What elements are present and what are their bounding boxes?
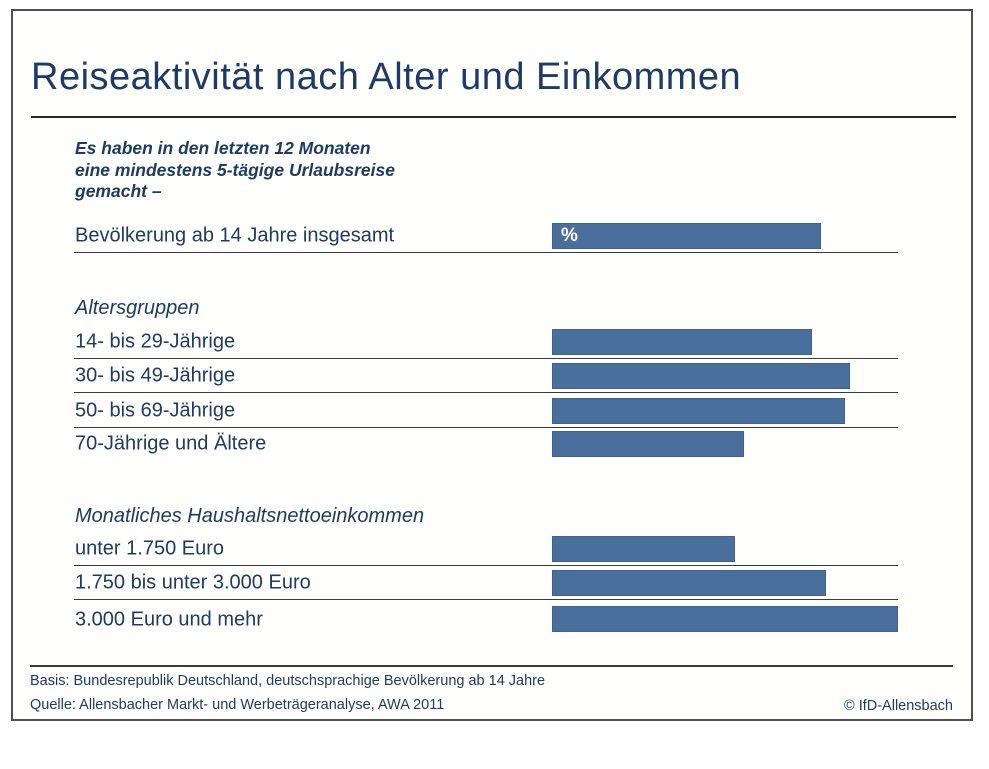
chart-row: 1.750 bis unter 3.000 Euro57 [74,567,898,600]
bar [552,535,735,562]
copyright-note: © IfD-Allensbach [843,698,953,714]
row-label: 70-Jährige und Ältere [75,432,267,455]
chart-row: 3.000 Euro und mehr72 [74,603,898,636]
chart-subtitle: Es haben in den letzten 12 Monaten eine … [75,138,395,201]
bar [552,570,826,596]
chart-title: Reiseaktivität nach Alter und Einkommen [31,56,742,98]
source-note: Quelle: Allensbacher Markt- und Werbeträ… [30,697,445,713]
row-label: 30- bis 49-Jährige [75,364,236,387]
chart-row: 14- bis 29-Jährige54 [74,326,898,359]
bar [552,363,850,389]
row-label: unter 1.750 Euro [75,537,224,559]
row-label: 50- bis 69-Jährige [75,399,236,421]
chart-row: 50- bis 69-Jährige61 [74,395,898,428]
row-label: 14- bis 29-Jährige [75,330,236,352]
bar [552,328,812,355]
title-divider [31,116,956,118]
footer-divider [30,665,953,667]
bar: % [552,222,821,249]
row-label: 3.000 Euro und mehr [75,608,263,630]
basis-note: Basis: Bundesrepublik Deutschland, deuts… [30,673,546,689]
bar [552,397,845,424]
slide-frame: Reiseaktivität nach Alter und Einkommen … [11,9,973,721]
chart-row: 70-Jährige und Ältere40 [74,428,898,461]
group-header: Monatliches Haushaltsnettoeinkommen [75,505,425,527]
chart-row: unter 1.750 Euro38 [74,533,898,566]
row-label: Bevölkerung ab 14 Jahre insgesamt [75,224,395,246]
bar [552,430,744,457]
row-label: 1.750 bis unter 3.000 Euro [75,571,311,594]
bar [552,606,898,632]
chart-row: Bevölkerung ab 14 Jahre insgesamt56% [74,220,898,253]
chart-row: 30- bis 49-Jährige62 [74,360,898,393]
group-header: Altersgruppen [75,297,200,319]
percent-label: % [561,224,578,246]
